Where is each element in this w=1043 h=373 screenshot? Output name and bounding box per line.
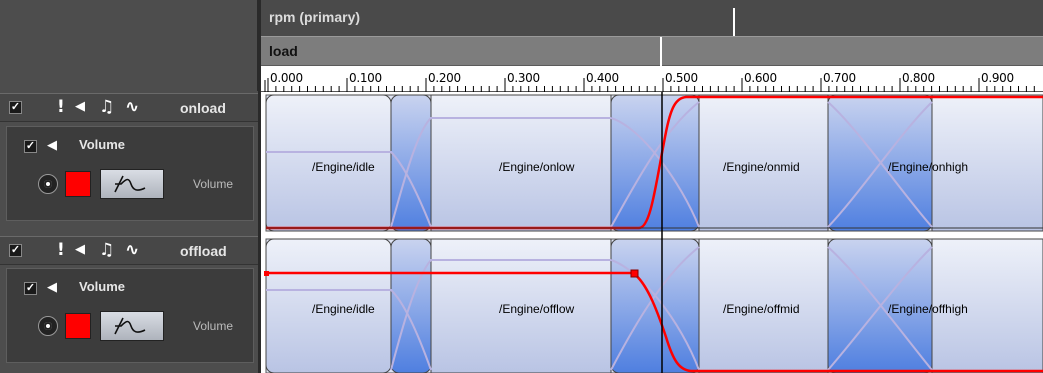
- effect-icon[interactable]: ∿: [125, 240, 140, 260]
- warning-icon: !: [57, 240, 65, 260]
- sound-block[interactable]: [931, 238, 1043, 373]
- ruler-label: 0.900: [981, 71, 1014, 85]
- crossfade-region[interactable]: [610, 94, 700, 232]
- sound-block[interactable]: [430, 238, 612, 373]
- sound-label: /Engine/onhigh: [888, 160, 969, 174]
- effect-envelope-button[interactable]: [100, 169, 164, 199]
- primary-parameter-label: rpm (primary): [269, 9, 361, 25]
- volume-envelope-curve[interactable]: [266, 271, 1043, 373]
- speaker-icon[interactable]: ◀: [47, 138, 57, 153]
- sound-label: /Engine/offmid: [723, 302, 800, 316]
- effect-icon[interactable]: ∿: [125, 97, 140, 117]
- sound-label: /Engine/onlow: [499, 160, 575, 174]
- warning-icon: !: [57, 97, 65, 117]
- sound-block[interactable]: [698, 238, 829, 373]
- secondary-parameter-cursor[interactable]: [660, 37, 662, 67]
- layer-enable-checkbox[interactable]: ✓: [24, 140, 37, 153]
- layer-color-swatch[interactable]: [65, 171, 91, 197]
- layer-enable-checkbox[interactable]: ✓: [24, 282, 37, 295]
- effect-curve-icon: [114, 317, 146, 335]
- layer-name: Volume: [79, 279, 125, 294]
- sound-label: /Engine/idle: [312, 160, 375, 174]
- ruler-ticks: [264, 78, 1035, 92]
- eye-icon[interactable]: [38, 316, 58, 336]
- event-name: onload: [180, 100, 226, 116]
- secondary-parameter-bar[interactable]: load: [261, 36, 1043, 67]
- track-onload: [265, 94, 1043, 232]
- sound-tracks: [264, 92, 1043, 373]
- layer-onload-volume: ✓ ◀ Volume Volume: [6, 126, 254, 221]
- ruler-label: 0.800: [902, 71, 935, 85]
- envelope-point[interactable]: [264, 271, 269, 276]
- ruler-label: 0.300: [507, 71, 540, 85]
- sound-label: /Engine/offlow: [499, 302, 575, 316]
- sound-block[interactable]: [931, 94, 1043, 232]
- event-name: offload: [180, 243, 227, 259]
- layer-color-swatch[interactable]: [65, 313, 91, 339]
- event-enable-checkbox[interactable]: ✓: [9, 244, 22, 257]
- ruler-label: 0.200: [428, 71, 461, 85]
- layer-panel-header: [0, 0, 258, 91]
- ruler-label: 0.700: [823, 71, 856, 85]
- ruler-label: 0.500: [665, 71, 698, 85]
- sound-label: /Engine/offhigh: [888, 302, 968, 316]
- eye-icon[interactable]: [38, 174, 58, 194]
- crossfade-curves: [266, 246, 933, 371]
- parameter-ruler: 0.000 0.100 0.200 0.300 0.400 0.500 0.600 0.700…: [261, 66, 1043, 92]
- sound-block[interactable]: [698, 94, 829, 232]
- effect-label: Volume: [193, 319, 234, 333]
- event-header-offload: ✓ ! ◀ ♫ ∿ offload: [0, 236, 258, 265]
- ruler-label: 0.600: [744, 71, 777, 85]
- effect-envelope-button[interactable]: [100, 311, 164, 341]
- music-note-icon[interactable]: ♫: [99, 97, 115, 117]
- music-note-icon[interactable]: ♫: [99, 240, 115, 260]
- speaker-icon[interactable]: ◀: [75, 99, 85, 114]
- speaker-icon[interactable]: ◀: [75, 242, 85, 257]
- ruler-label: 0.400: [586, 71, 619, 85]
- event-header-onload: ✓ ! ◀ ♫ ∿ onload: [0, 93, 258, 122]
- primary-parameter-cursor[interactable]: [733, 8, 735, 36]
- track-offload: [264, 238, 1043, 373]
- primary-parameter-bar[interactable]: rpm (primary): [261, 0, 1043, 36]
- effect-curve-icon: [114, 175, 146, 193]
- sound-label: /Engine/idle: [312, 302, 375, 316]
- ruler-label: 0.100: [349, 71, 382, 85]
- panel-divider[interactable]: [258, 0, 261, 373]
- envelope-point[interactable]: [630, 269, 639, 278]
- speaker-icon[interactable]: ◀: [47, 280, 57, 295]
- effect-label: Volume: [193, 177, 234, 191]
- layer-name: Volume: [79, 137, 125, 152]
- crossfade-curves: [266, 101, 933, 228]
- layer-offload-volume: ✓ ◀ Volume Volume: [6, 268, 254, 363]
- ruler-label: 0.000: [270, 71, 303, 85]
- sound-label: /Engine/onmid: [723, 160, 800, 174]
- event-enable-checkbox[interactable]: ✓: [9, 101, 22, 114]
- volume-envelope-curve[interactable]: [266, 95, 1043, 230]
- secondary-parameter-label: load: [269, 43, 298, 59]
